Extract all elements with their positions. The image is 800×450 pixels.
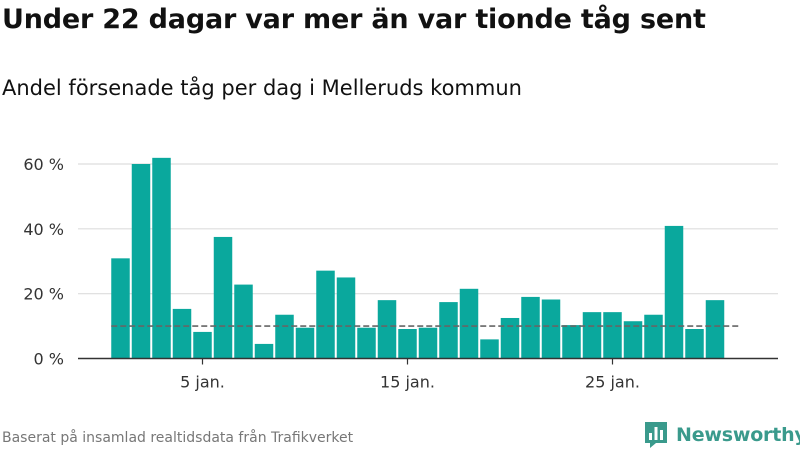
bar [131,164,151,359]
bar [644,314,663,359]
bar [193,331,212,359]
bar [439,302,458,359]
bar [316,270,335,359]
bar-chart: 0 % 20 % 40 % 60 % 5 jan. 15 jan. 25 jan. [23,155,778,392]
bar [336,277,356,359]
newsworthy-logo-icon [645,422,667,448]
bar [152,157,171,359]
bar [459,288,479,359]
bar [685,329,704,359]
y-tick-label: 60 % [23,155,64,174]
bar [234,284,253,359]
y-tick-label: 20 % [23,285,64,304]
bar [357,327,376,359]
newsworthy-logo: Newsworthy [643,420,800,450]
bar [705,300,725,359]
y-tick-label: 0 % [34,350,64,369]
y-tick-label: 40 % [23,220,64,239]
bar [275,314,294,359]
bar [111,258,130,359]
x-tick-label: 5 jan. [180,373,225,392]
bar [500,317,520,359]
bar [398,329,417,359]
bar [623,321,643,359]
source-note: Baserat på insamlad realtidsdata från Tr… [2,430,354,446]
bar [562,325,581,359]
bar [480,339,499,359]
chart-title: Under 22 dagar var mer än var tionde tåg… [2,4,706,35]
bar [582,312,602,359]
bar [295,327,315,359]
x-tick-label: 15 jan. [380,373,435,392]
bar [541,299,561,359]
bar [418,327,438,359]
bar [521,296,540,359]
chart-subtitle: Andel försenade tåg per dag i Melleruds … [2,76,522,100]
brand-name: Newsworthy [676,424,800,446]
bar [664,225,684,359]
bar [377,300,397,359]
bar [213,236,233,359]
bar [172,308,192,359]
bar [254,343,274,359]
bar [603,312,622,359]
x-tick-label: 25 jan. [585,373,640,392]
